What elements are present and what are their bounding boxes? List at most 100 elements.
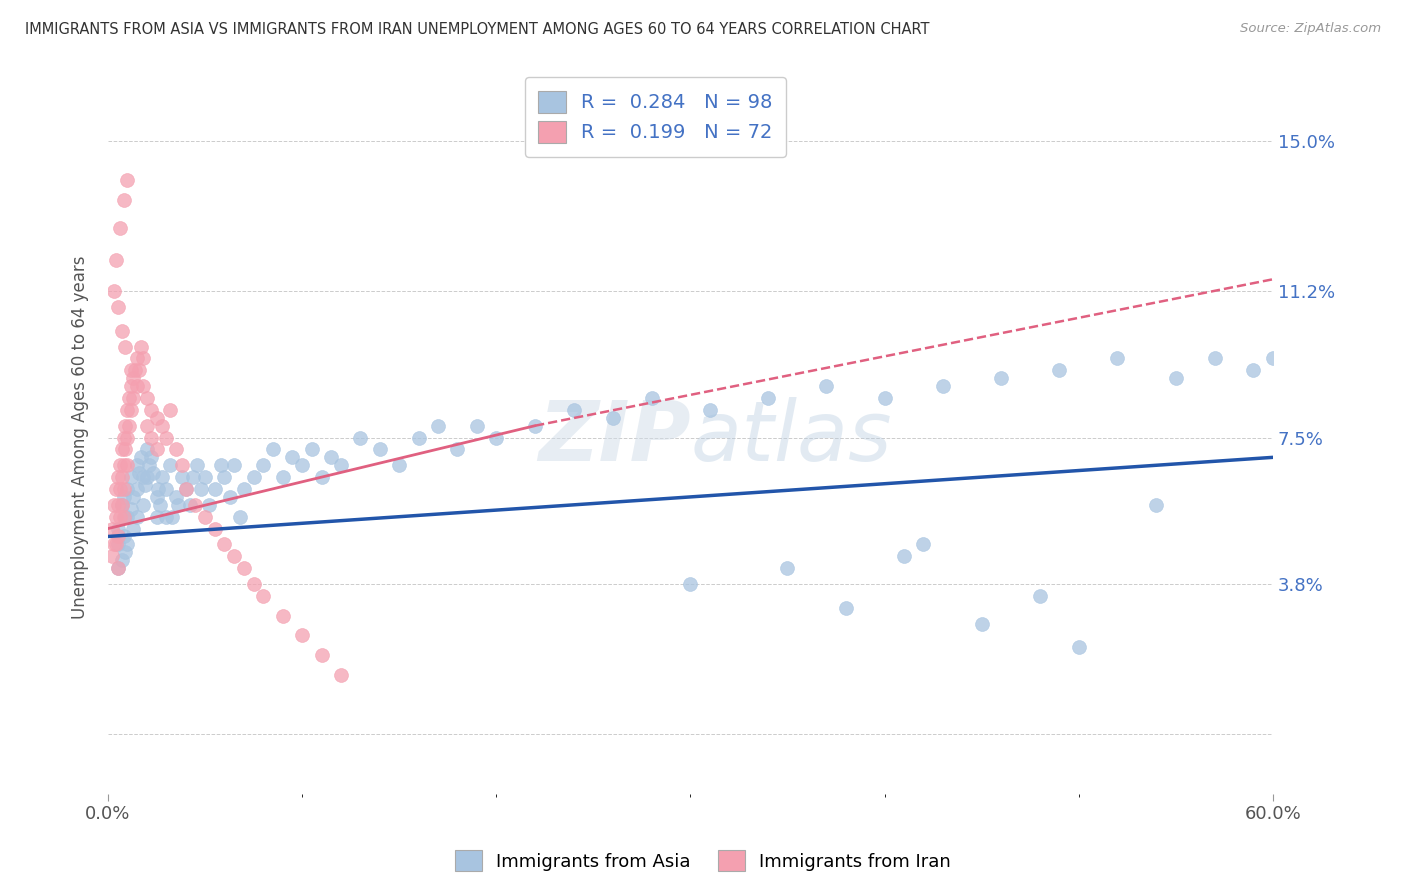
Point xyxy=(170,470,193,484)
Point xyxy=(104,537,127,551)
Point xyxy=(198,498,221,512)
Point xyxy=(101,549,124,564)
Point xyxy=(139,450,162,465)
Point xyxy=(640,391,662,405)
Point xyxy=(232,482,254,496)
Point xyxy=(145,410,167,425)
Point xyxy=(110,324,132,338)
Point xyxy=(815,379,838,393)
Point xyxy=(107,561,129,575)
Point xyxy=(311,470,333,484)
Point xyxy=(1107,351,1129,366)
Point xyxy=(135,391,157,405)
Point xyxy=(1047,363,1070,377)
Point xyxy=(107,522,129,536)
Point xyxy=(134,478,156,492)
Point xyxy=(114,509,136,524)
Point xyxy=(756,391,779,405)
Point xyxy=(388,458,411,473)
Point xyxy=(135,442,157,457)
Point xyxy=(155,509,177,524)
Point xyxy=(145,442,167,457)
Point xyxy=(117,431,139,445)
Point xyxy=(117,482,139,496)
Point xyxy=(873,391,896,405)
Point xyxy=(122,490,145,504)
Point xyxy=(145,490,167,504)
Point xyxy=(132,351,155,366)
Point xyxy=(139,431,162,445)
Point xyxy=(120,501,142,516)
Point xyxy=(103,537,125,551)
Point xyxy=(165,490,187,504)
Point xyxy=(291,458,314,473)
Point xyxy=(122,371,145,385)
Point xyxy=(194,470,217,484)
Legend: R =  0.284   N = 98, R =  0.199   N = 72: R = 0.284 N = 98, R = 0.199 N = 72 xyxy=(524,77,786,157)
Point xyxy=(224,458,246,473)
Point xyxy=(368,442,391,457)
Point xyxy=(104,509,127,524)
Point xyxy=(301,442,323,457)
Point xyxy=(112,431,135,445)
Point xyxy=(127,351,149,366)
Point xyxy=(112,193,135,207)
Point xyxy=(128,466,150,480)
Point xyxy=(117,173,139,187)
Point xyxy=(408,431,430,445)
Point xyxy=(117,402,139,417)
Point xyxy=(107,470,129,484)
Point xyxy=(122,391,145,405)
Point xyxy=(190,482,212,496)
Point xyxy=(103,498,125,512)
Point xyxy=(110,442,132,457)
Point xyxy=(329,458,352,473)
Point xyxy=(291,628,314,642)
Point xyxy=(214,537,236,551)
Point xyxy=(1261,351,1284,366)
Point xyxy=(112,509,135,524)
Point xyxy=(117,509,139,524)
Point xyxy=(120,379,142,393)
Point xyxy=(112,529,135,543)
Point xyxy=(129,340,152,354)
Point xyxy=(127,379,149,393)
Point xyxy=(262,442,284,457)
Point xyxy=(107,498,129,512)
Point xyxy=(224,549,246,564)
Text: Source: ZipAtlas.com: Source: ZipAtlas.com xyxy=(1240,22,1381,36)
Point xyxy=(183,470,205,484)
Point xyxy=(145,509,167,524)
Point xyxy=(117,537,139,551)
Legend: Immigrants from Asia, Immigrants from Iran: Immigrants from Asia, Immigrants from Ir… xyxy=(447,843,959,879)
Point xyxy=(281,450,304,465)
Point xyxy=(107,529,129,543)
Point xyxy=(1029,589,1052,603)
Point xyxy=(107,561,129,575)
Point xyxy=(108,458,131,473)
Point xyxy=(159,402,181,417)
Point xyxy=(209,458,232,473)
Point xyxy=(112,482,135,496)
Point xyxy=(117,458,139,473)
Point xyxy=(229,509,252,524)
Point xyxy=(118,418,141,433)
Point xyxy=(679,577,702,591)
Point xyxy=(159,458,181,473)
Point xyxy=(329,668,352,682)
Point xyxy=(135,418,157,433)
Point xyxy=(186,458,208,473)
Point xyxy=(174,482,197,496)
Point xyxy=(524,418,547,433)
Point xyxy=(252,458,274,473)
Point xyxy=(219,490,242,504)
Point xyxy=(114,418,136,433)
Point xyxy=(271,608,294,623)
Point xyxy=(1144,498,1167,512)
Point xyxy=(132,470,155,484)
Point xyxy=(132,498,155,512)
Point xyxy=(311,648,333,663)
Point xyxy=(912,537,935,551)
Point xyxy=(122,522,145,536)
Point xyxy=(970,616,993,631)
